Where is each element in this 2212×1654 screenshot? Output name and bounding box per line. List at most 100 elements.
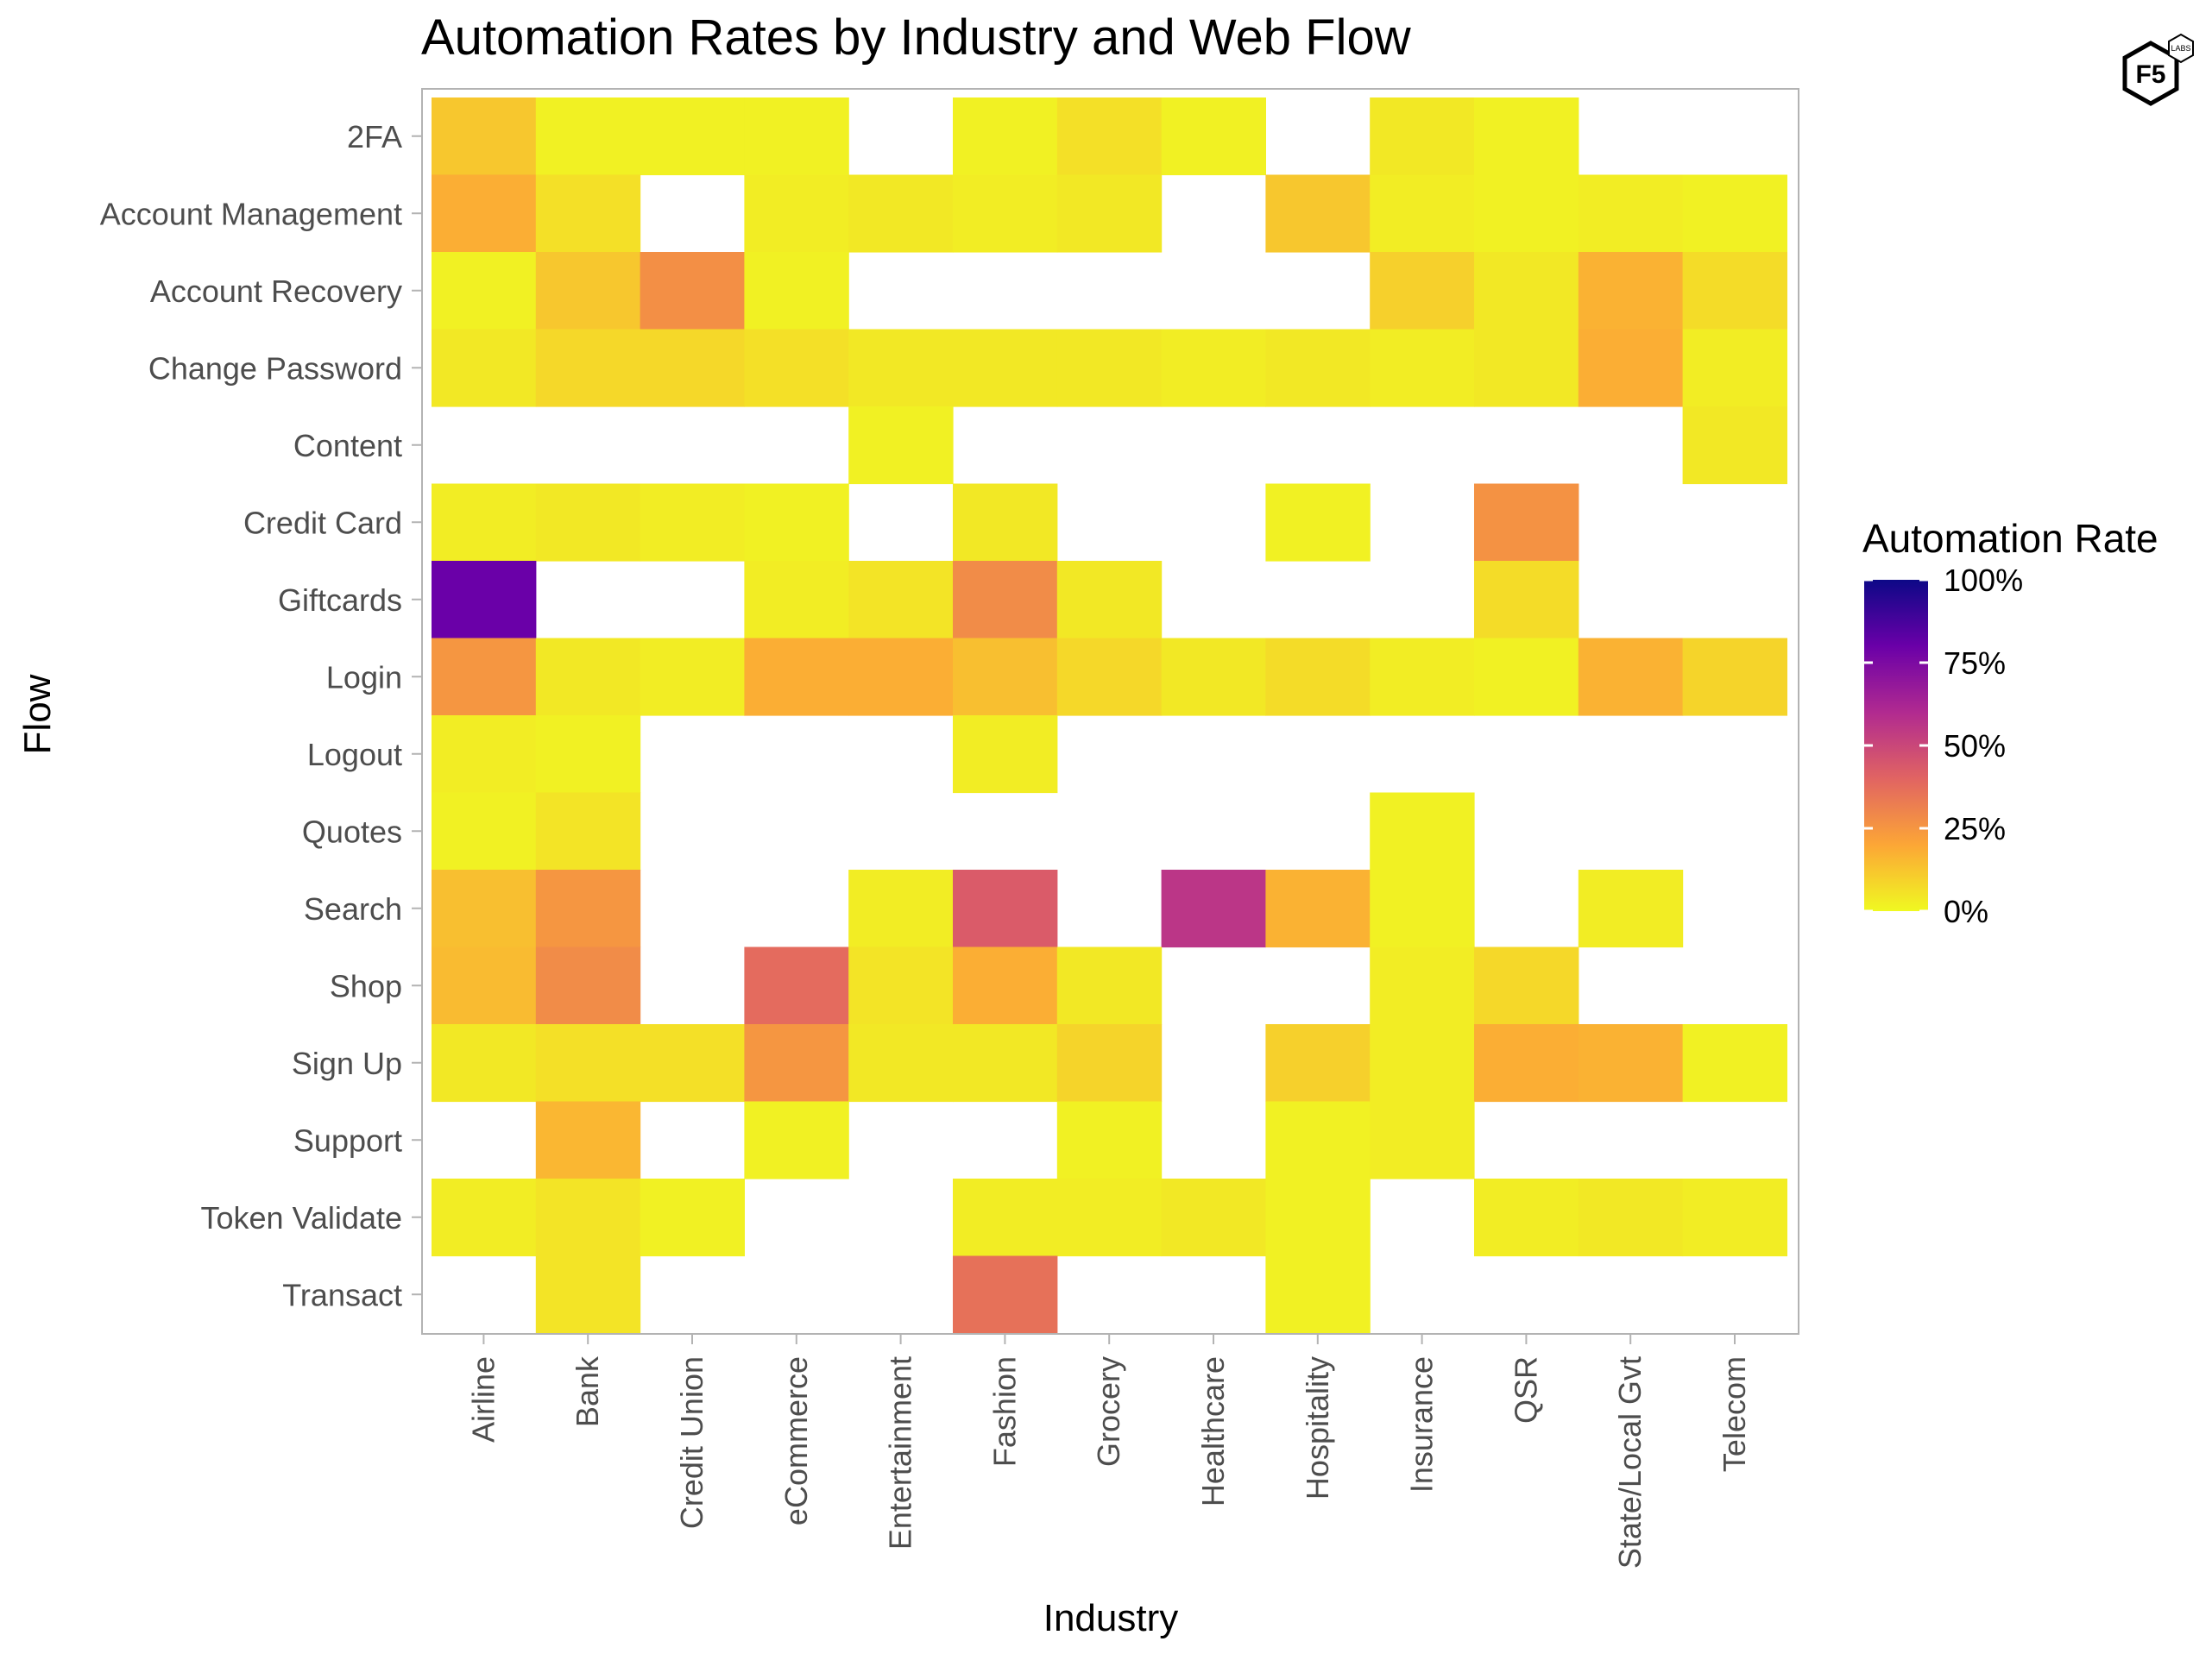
heatmap-cell-0-6 <box>1056 97 1163 176</box>
heatmap-cell-11-10 <box>1474 946 1579 1025</box>
heatmap-cell-2-11 <box>1578 252 1684 330</box>
heatmap-cell-5-8 <box>1265 483 1371 562</box>
y-tick-label: Account Management <box>100 196 402 231</box>
heatmap-cell-3-7 <box>1161 329 1266 407</box>
heatmap-cell-2-10 <box>1474 252 1579 330</box>
heatmap-cell-1-0 <box>432 174 537 253</box>
x-tick-label: Entertainment <box>883 1356 918 1550</box>
heatmap-cell-11-9 <box>1370 946 1475 1025</box>
heatmap-cell-11-4 <box>848 946 954 1025</box>
heatmap-cell-12-2 <box>640 1024 745 1103</box>
heatmap-cell-10-9 <box>1370 870 1475 948</box>
heatmap-cell-10-11 <box>1578 870 1684 948</box>
heatmap-cell-0-3 <box>744 97 849 176</box>
x-tick-label: State/Local Gvt <box>1612 1356 1648 1569</box>
heatmap-cell-7-10 <box>1474 638 1579 716</box>
heatmap-cell-6-6 <box>1056 561 1163 639</box>
heatmap-cell-13-8 <box>1265 1101 1371 1179</box>
heatmap-cell-15-1 <box>535 1255 641 1334</box>
heatmap-cell-10-5 <box>953 870 1058 948</box>
y-axis-title: Flow <box>16 674 59 754</box>
heatmap-cell-9-9 <box>1370 792 1475 871</box>
heatmap-cell-9-0 <box>432 792 537 871</box>
y-tick-label: Credit Card <box>243 505 402 540</box>
heatmap-cell-0-7 <box>1161 97 1266 176</box>
heatmap-cell-12-0 <box>432 1024 537 1103</box>
heatmap-cell-2-12 <box>1682 252 1787 330</box>
heatmap-cell-6-4 <box>848 561 954 639</box>
heatmap-cell-1-9 <box>1370 174 1475 253</box>
heatmap-cell-7-8 <box>1265 638 1371 716</box>
heatmap-cell-3-11 <box>1578 329 1684 407</box>
heatmap-cell-7-9 <box>1370 638 1475 716</box>
heatmap-cell-4-4 <box>848 406 954 485</box>
heatmap-cell-2-3 <box>744 252 849 330</box>
heatmap-cell-10-7 <box>1161 870 1266 948</box>
heatmap-cell-7-11 <box>1578 638 1684 716</box>
heatmap-cell-1-8 <box>1265 174 1371 253</box>
x-tick-label: eCommerce <box>778 1356 814 1525</box>
heatmap-cell-0-1 <box>535 97 641 176</box>
heatmap-cell-3-3 <box>744 329 849 407</box>
y-tick-label: Change Password <box>148 350 402 386</box>
heatmap-cell-7-6 <box>1056 638 1163 716</box>
y-tick-label: Logout <box>307 737 402 772</box>
heatmap-cell-3-9 <box>1370 329 1475 407</box>
heatmap-cell-1-1 <box>535 174 641 253</box>
heatmap-cell-1-5 <box>953 174 1058 253</box>
y-tick-label: Search <box>304 891 402 927</box>
y-axis: 2FA Account Management Account Recovery Cha… <box>100 119 422 1312</box>
heatmap-cell-1-3 <box>744 174 849 253</box>
y-tick-label: Sign Up <box>292 1046 402 1081</box>
heatmap-cell-7-5 <box>953 638 1058 716</box>
heatmap-cell-0-9 <box>1370 97 1475 176</box>
heatmap-cell-3-5 <box>953 329 1058 407</box>
heatmap-cell-12-9 <box>1370 1024 1475 1103</box>
heatmap-cell-15-8 <box>1265 1255 1371 1334</box>
heatmap-cell-7-12 <box>1682 638 1787 716</box>
heatmap-cell-12-11 <box>1578 1024 1684 1103</box>
legend-tick-label: 0% <box>1944 894 1988 929</box>
heatmap-cell-2-1 <box>535 252 641 330</box>
heatmap-cell-1-4 <box>848 174 954 253</box>
heatmap-cell-2-9 <box>1370 252 1475 330</box>
heatmap-cell-14-6 <box>1056 1179 1163 1257</box>
heatmap-cell-11-6 <box>1056 946 1163 1025</box>
heatmap-cell-14-12 <box>1682 1179 1787 1257</box>
legend-title: Automation Rate <box>1862 516 2158 561</box>
x-tick-label: Healthcare <box>1195 1356 1231 1506</box>
legend-ticks: 100% 75% 50% 25% 0% <box>1864 563 2023 929</box>
y-tick-label: Content <box>293 428 402 463</box>
heatmap-cell-5-0 <box>432 483 537 562</box>
heatmap-cell-14-8 <box>1265 1179 1371 1257</box>
heatmap-cell-6-10 <box>1474 561 1579 639</box>
heatmap-cell-1-11 <box>1578 174 1684 253</box>
heatmap-cell-1-12 <box>1682 174 1787 253</box>
x-tick-label: Hospitality <box>1300 1356 1335 1500</box>
heatmap-cell-6-3 <box>744 561 849 639</box>
heatmap-cell-7-0 <box>432 638 537 716</box>
y-tick-label: Transact <box>282 1277 402 1312</box>
heatmap-cell-12-8 <box>1265 1024 1371 1103</box>
heatmap-cell-5-2 <box>640 483 745 562</box>
heatmap-cell-3-4 <box>848 329 954 407</box>
heatmap-cell-5-3 <box>744 483 849 562</box>
heatmap-cell-13-1 <box>535 1101 641 1179</box>
legend-tick-label: 25% <box>1944 811 2006 846</box>
heatmap-cell-3-0 <box>432 329 537 407</box>
heatmap-cell-6-0 <box>432 561 537 639</box>
heatmap-cell-13-9 <box>1370 1101 1475 1179</box>
heatmap-cell-14-7 <box>1161 1179 1266 1257</box>
f5-labs-logo: F5 LABS <box>2122 33 2194 106</box>
heatmap-cell-9-1 <box>535 792 641 871</box>
heatmap-cell-0-2 <box>640 97 745 176</box>
legend-tick-label: 100% <box>1944 563 2023 598</box>
heatmap-cell-5-10 <box>1474 483 1579 562</box>
heatmap-cell-3-8 <box>1265 329 1371 407</box>
heatmap-cell-11-3 <box>744 946 849 1025</box>
heatmap-cell-3-2 <box>640 329 745 407</box>
color-legend: Automation Rate 100% 75% 50% 25% 0% <box>1862 516 2158 929</box>
heatmap-cell-14-0 <box>432 1179 537 1257</box>
heatmap-cell-15-5 <box>953 1255 1058 1334</box>
